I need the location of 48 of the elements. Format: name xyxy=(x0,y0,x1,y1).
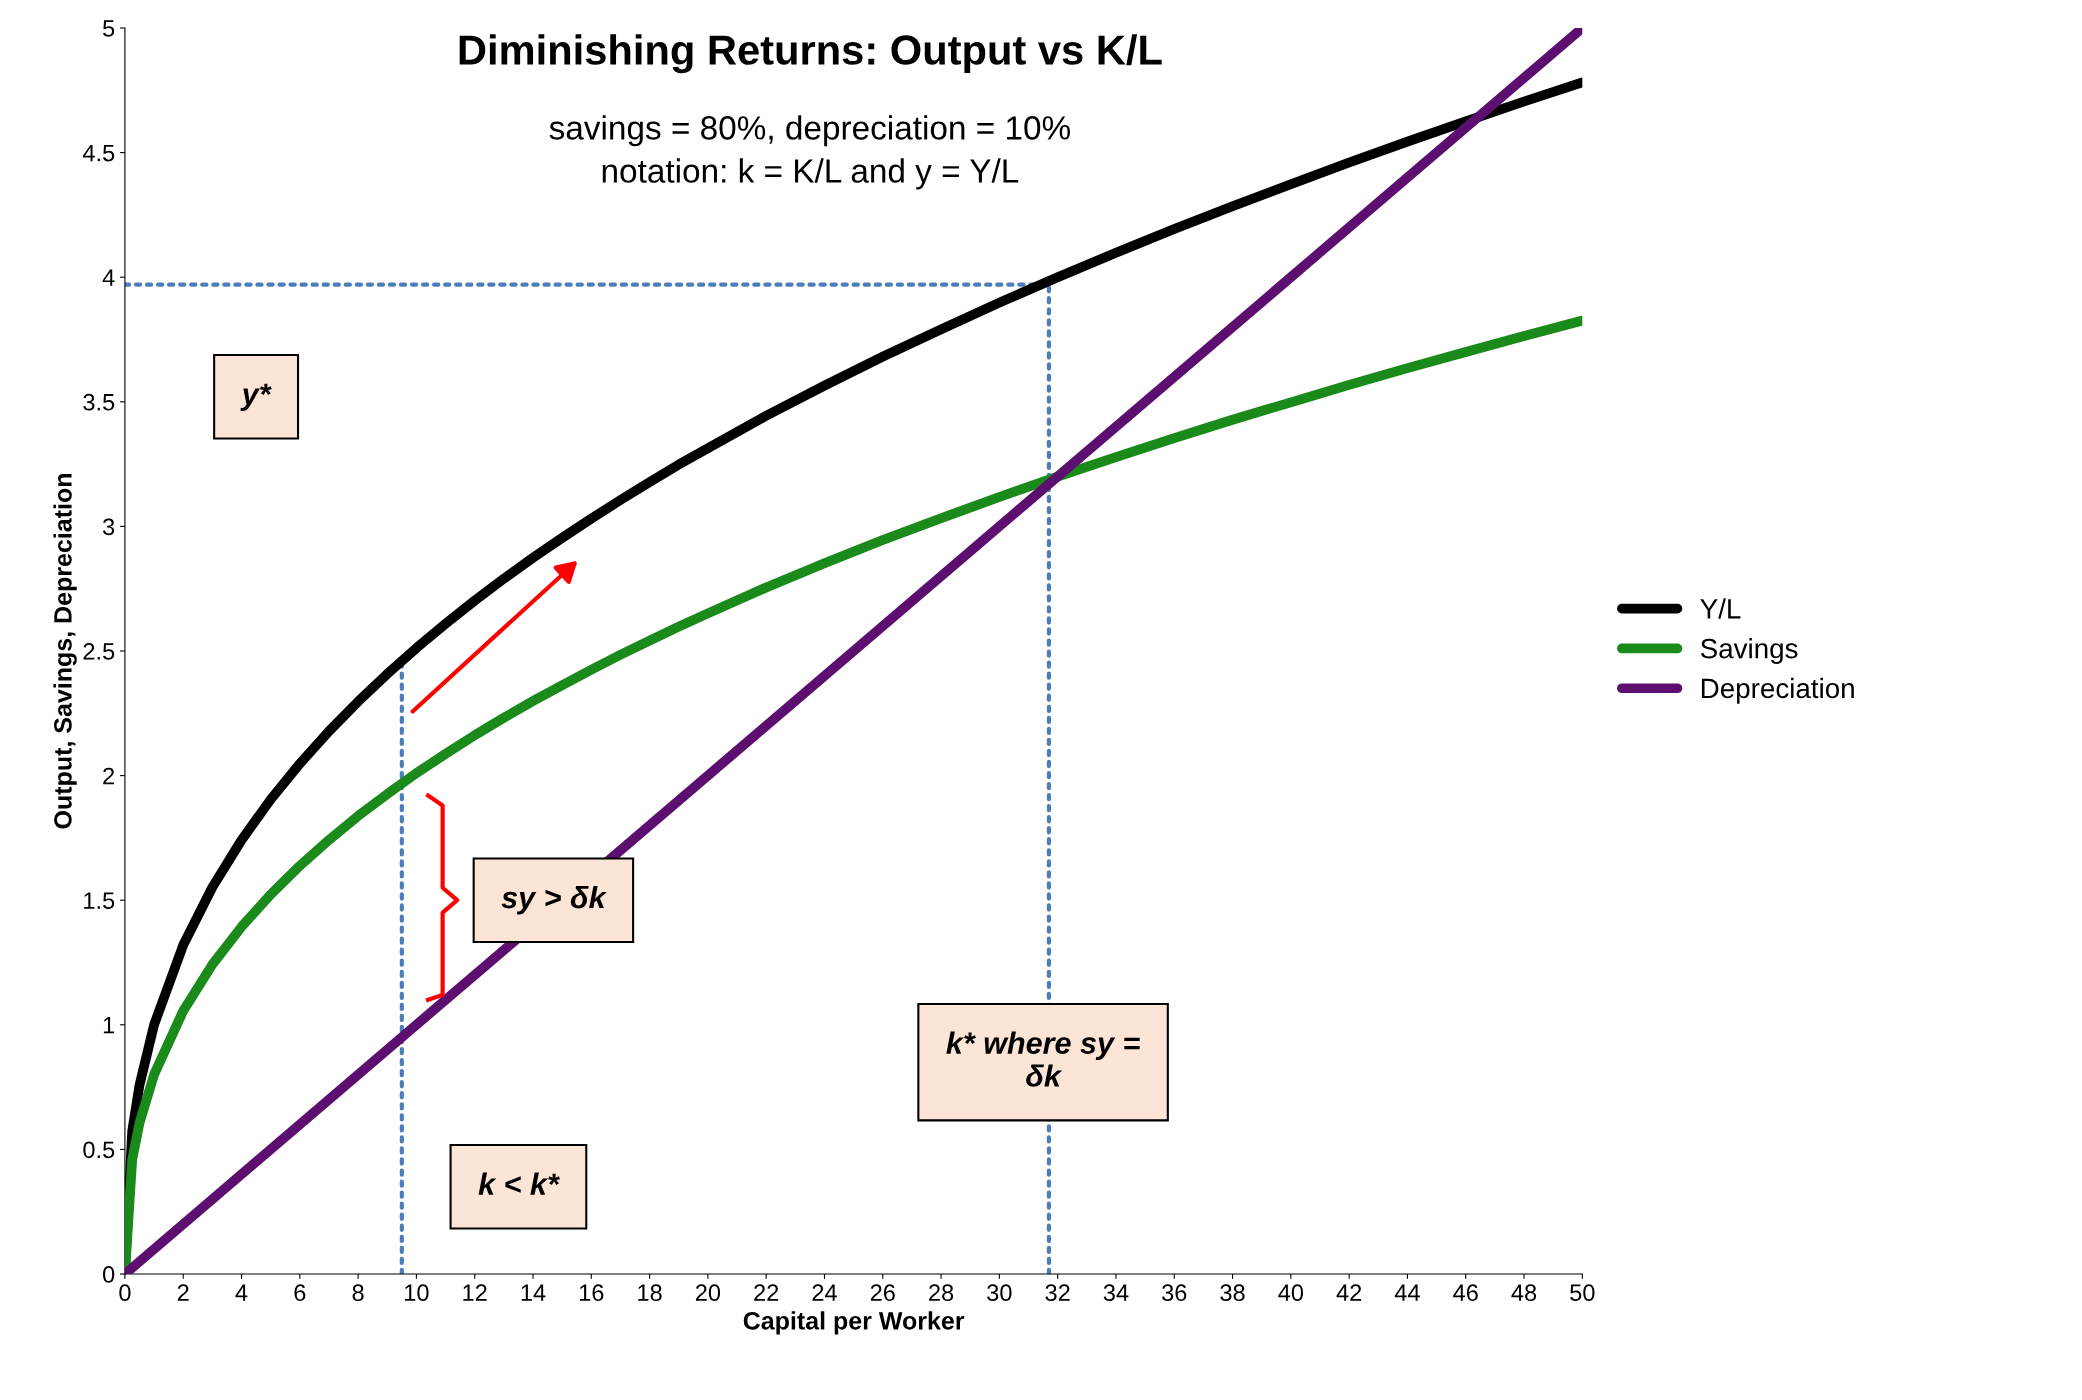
legend-label: Savings xyxy=(1700,638,1798,664)
x-tick-label: 0 xyxy=(119,1284,131,1302)
x-tick-label: 36 xyxy=(1162,1284,1187,1302)
annotation: k < k* xyxy=(478,1172,560,1195)
y-tick-label: 3.5 xyxy=(83,393,115,411)
y-tick-label: 4 xyxy=(102,269,115,286)
x-axis-title: Capital per Worker xyxy=(743,1311,965,1335)
y-tick-label: 5 xyxy=(103,20,115,37)
x-tick-label: 18 xyxy=(638,1284,662,1302)
y-tick-label: 3 xyxy=(102,518,115,536)
legend-label: Y/L xyxy=(1700,598,1741,619)
x-tick-label: 24 xyxy=(812,1284,837,1301)
x-tick-label: 16 xyxy=(579,1284,604,1302)
annotation: sy > δk xyxy=(501,885,607,915)
y-tick-label: 1.5 xyxy=(84,892,115,909)
x-tick-label: 6 xyxy=(294,1284,306,1302)
y-tick-label: 2.5 xyxy=(83,643,115,660)
y-tick-label: 1 xyxy=(103,1017,115,1034)
x-tick-label: 14 xyxy=(521,1284,546,1301)
x-tick-label: 32 xyxy=(1045,1284,1070,1302)
y-tick-label: 0 xyxy=(102,1266,115,1283)
x-tick-label: 42 xyxy=(1336,1284,1362,1301)
x-tick-label: 44 xyxy=(1394,1284,1420,1301)
x-tick-label: 46 xyxy=(1453,1284,1478,1302)
x-tick-label: 2 xyxy=(177,1284,189,1301)
annotation: y* xyxy=(240,383,272,412)
x-tick-label: 22 xyxy=(754,1284,779,1301)
annotation: k* where sy = δk xyxy=(946,1031,1140,1087)
y-tick-label: 2 xyxy=(103,767,115,785)
chart-title: Diminishing Returns: Output vs K/L xyxy=(459,34,1162,74)
x-tick-label: 40 xyxy=(1278,1284,1304,1302)
y-tick-label: 4.5 xyxy=(82,144,115,162)
x-tick-label: 28 xyxy=(929,1284,954,1302)
x-tick-label: 10 xyxy=(405,1284,429,1302)
y-axis-title: Output, Savings, Depreciation xyxy=(53,474,77,829)
x-tick-label: 26 xyxy=(870,1284,895,1302)
x-tick-label: 30 xyxy=(987,1284,1012,1302)
y-tick-label: 0.5 xyxy=(83,1141,115,1159)
x-tick-label: 12 xyxy=(463,1284,487,1301)
x-tick-label: 38 xyxy=(1220,1284,1245,1302)
x-tick-label: 48 xyxy=(1511,1284,1537,1302)
x-tick-label: 8 xyxy=(352,1284,364,1302)
x-tick-label: 4 xyxy=(235,1284,248,1301)
x-tick-label: 34 xyxy=(1103,1284,1129,1302)
x-tick-label: 50 xyxy=(1570,1284,1595,1302)
x-tick-label: 20 xyxy=(695,1284,721,1302)
legend-label: Depreciation xyxy=(1701,677,1854,704)
text: savings = 80%, depreciation = 10% notation: k = K/L and y = Y/L xyxy=(549,115,1070,190)
